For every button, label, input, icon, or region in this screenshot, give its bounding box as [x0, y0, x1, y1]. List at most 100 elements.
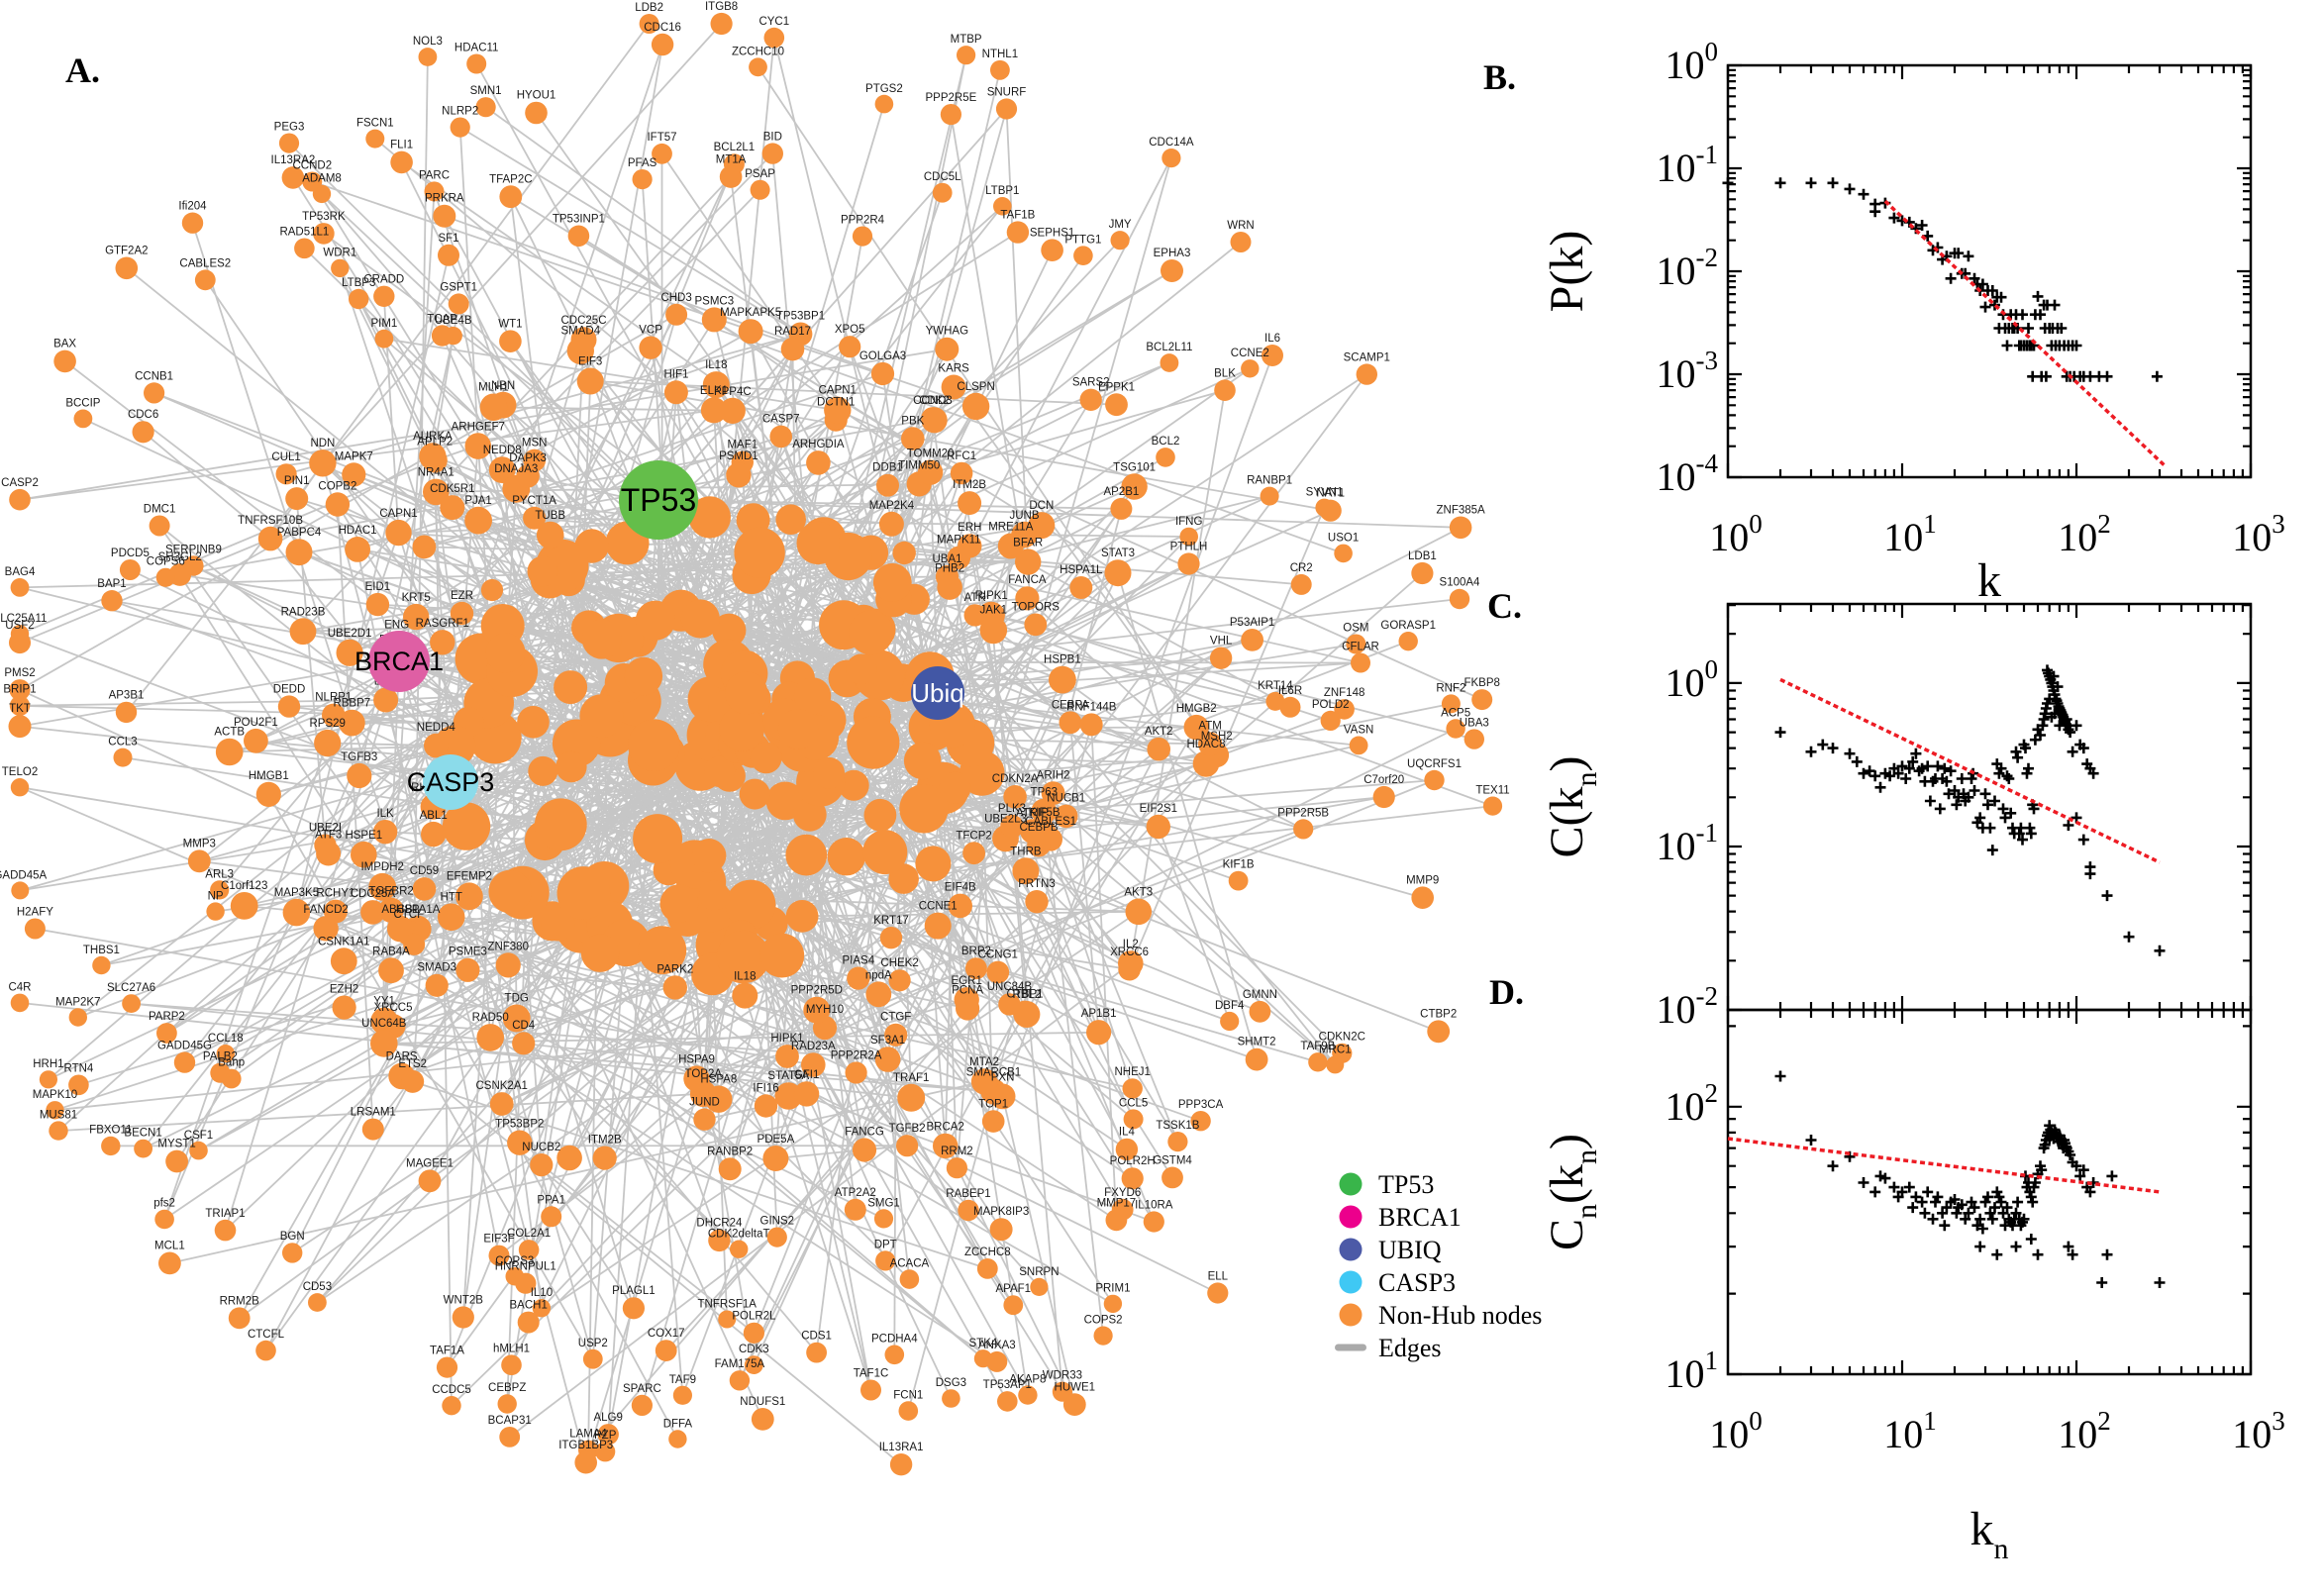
gene-label: STK4 [969, 1338, 998, 1349]
gene-node [1411, 561, 1434, 585]
y-tick-label: 10-1 [1657, 818, 1719, 868]
gene-node [464, 506, 492, 535]
gene-label: CABLES2 [179, 257, 231, 269]
gene-node [963, 604, 986, 627]
gene-node [49, 1121, 68, 1141]
gene-node [115, 701, 138, 724]
gene-label: CAPN1 [819, 385, 857, 397]
gene-label: CCDC5 [432, 1384, 471, 1396]
gene-node [852, 1138, 877, 1162]
gene-label: GMNN [1243, 989, 1277, 1001]
gene-label: MYST1 [157, 1139, 195, 1150]
gene-label: RPS29 [309, 718, 345, 730]
x-tick-label: 103 [2232, 509, 2285, 559]
gene-node [663, 380, 688, 405]
gene-node [1110, 231, 1130, 250]
gene-label: PPP4C [714, 386, 752, 398]
gene-node [639, 336, 662, 359]
network-edge [1117, 572, 1258, 1060]
gene-label: CR2 [1290, 562, 1313, 574]
gene-node [423, 478, 450, 506]
gene-node [525, 101, 548, 125]
gene-node [846, 653, 877, 685]
gene-label: EGR1 [952, 975, 982, 987]
network-edge [444, 215, 725, 734]
gene-label: MLH1 [478, 382, 509, 394]
network-edge [653, 436, 782, 747]
gene-label: VCP [639, 325, 662, 337]
gene-node [10, 778, 30, 797]
gene-node [581, 619, 622, 659]
gene-node [884, 1023, 908, 1047]
network-edge [887, 484, 1291, 709]
gene-node [92, 955, 111, 975]
gene-node [1241, 359, 1260, 378]
gene-label: OSM [1343, 623, 1368, 635]
gene-node [718, 1310, 737, 1329]
gene-label: PPP2R5B [1277, 807, 1329, 819]
gene-label: DSG3 [936, 1377, 966, 1389]
gene-label: CTCFL [248, 1329, 285, 1341]
gene-label: HSPE1 [345, 830, 382, 842]
network-edge [753, 572, 1119, 1365]
gene-node [1086, 1020, 1112, 1046]
gene-label: BRP2 [961, 946, 991, 957]
gene-node [1079, 388, 1102, 411]
hub-label-brca1: BRCA1 [354, 647, 444, 676]
gene-label: PLAGL1 [612, 1285, 655, 1297]
gene-label: STAT5A [767, 1070, 809, 1082]
gene-node [1003, 1295, 1024, 1316]
gene-label: TNFRSF10B [238, 515, 303, 527]
gene-label: ANXA3 [978, 1340, 1016, 1351]
gene-label: HSPA1L [1060, 564, 1103, 576]
gene-node [1471, 689, 1493, 711]
gene-label: BLK [1214, 367, 1236, 379]
gene-node [532, 1299, 552, 1318]
gene-label: BAX [53, 339, 76, 350]
gene-node [228, 1307, 251, 1330]
gene-node [1214, 379, 1236, 402]
gene-label: DFFA [663, 1418, 693, 1430]
gene-label: CSF1 [184, 1130, 213, 1142]
gene-label: ENG [384, 620, 409, 632]
gene-label: UQCRFS1 [1407, 758, 1462, 770]
gene-node [1093, 1326, 1113, 1346]
gene-label: MSH2 [1201, 731, 1233, 743]
gene-node [878, 511, 904, 537]
gene-label: ARIH2 [1037, 769, 1070, 781]
gene-node [739, 778, 770, 810]
gene-label: PPP2R2A [831, 1049, 882, 1061]
gene-node [530, 1153, 554, 1177]
gene-label: RABEP1 [946, 1188, 990, 1200]
gene-node [10, 578, 30, 597]
gene-node [495, 952, 521, 978]
gene-label: PRKRA [425, 193, 464, 205]
gene-label: CFLAR [1342, 642, 1379, 653]
gene-label: HSPA8 [700, 1074, 737, 1086]
axis-ticks [1726, 63, 2253, 479]
gene-node [1031, 798, 1058, 825]
gene-label: VASN [1344, 725, 1373, 737]
gene-node [507, 1130, 533, 1155]
gene-label: ATP2A2 [835, 1187, 876, 1199]
network-edge [101, 743, 738, 966]
gene-label: PJA1 [464, 495, 492, 507]
gene-label: TOP2A [685, 1068, 723, 1080]
gene-label: Banp [218, 1057, 245, 1069]
gene-label: CCNG1 [978, 949, 1018, 961]
gene-node [475, 97, 496, 118]
gene-label: ATR [964, 592, 986, 604]
gene-label: LAMA4 [569, 1429, 607, 1441]
gene-node [336, 639, 363, 666]
gene-label: TSSK1B [1156, 1120, 1199, 1132]
gene-label: SARS2 [1072, 377, 1110, 389]
gene-node [556, 1145, 582, 1171]
network-edge [1043, 811, 1179, 1143]
gene-label: TEX11 [1475, 785, 1509, 797]
plot-frame-D. [1726, 1008, 2253, 1376]
gene-label: POLR2H [1110, 1155, 1156, 1167]
gene-label: FCN1 [893, 1389, 923, 1401]
gene-node [1156, 448, 1175, 467]
legend-swatch-casp3 [1339, 1270, 1363, 1294]
